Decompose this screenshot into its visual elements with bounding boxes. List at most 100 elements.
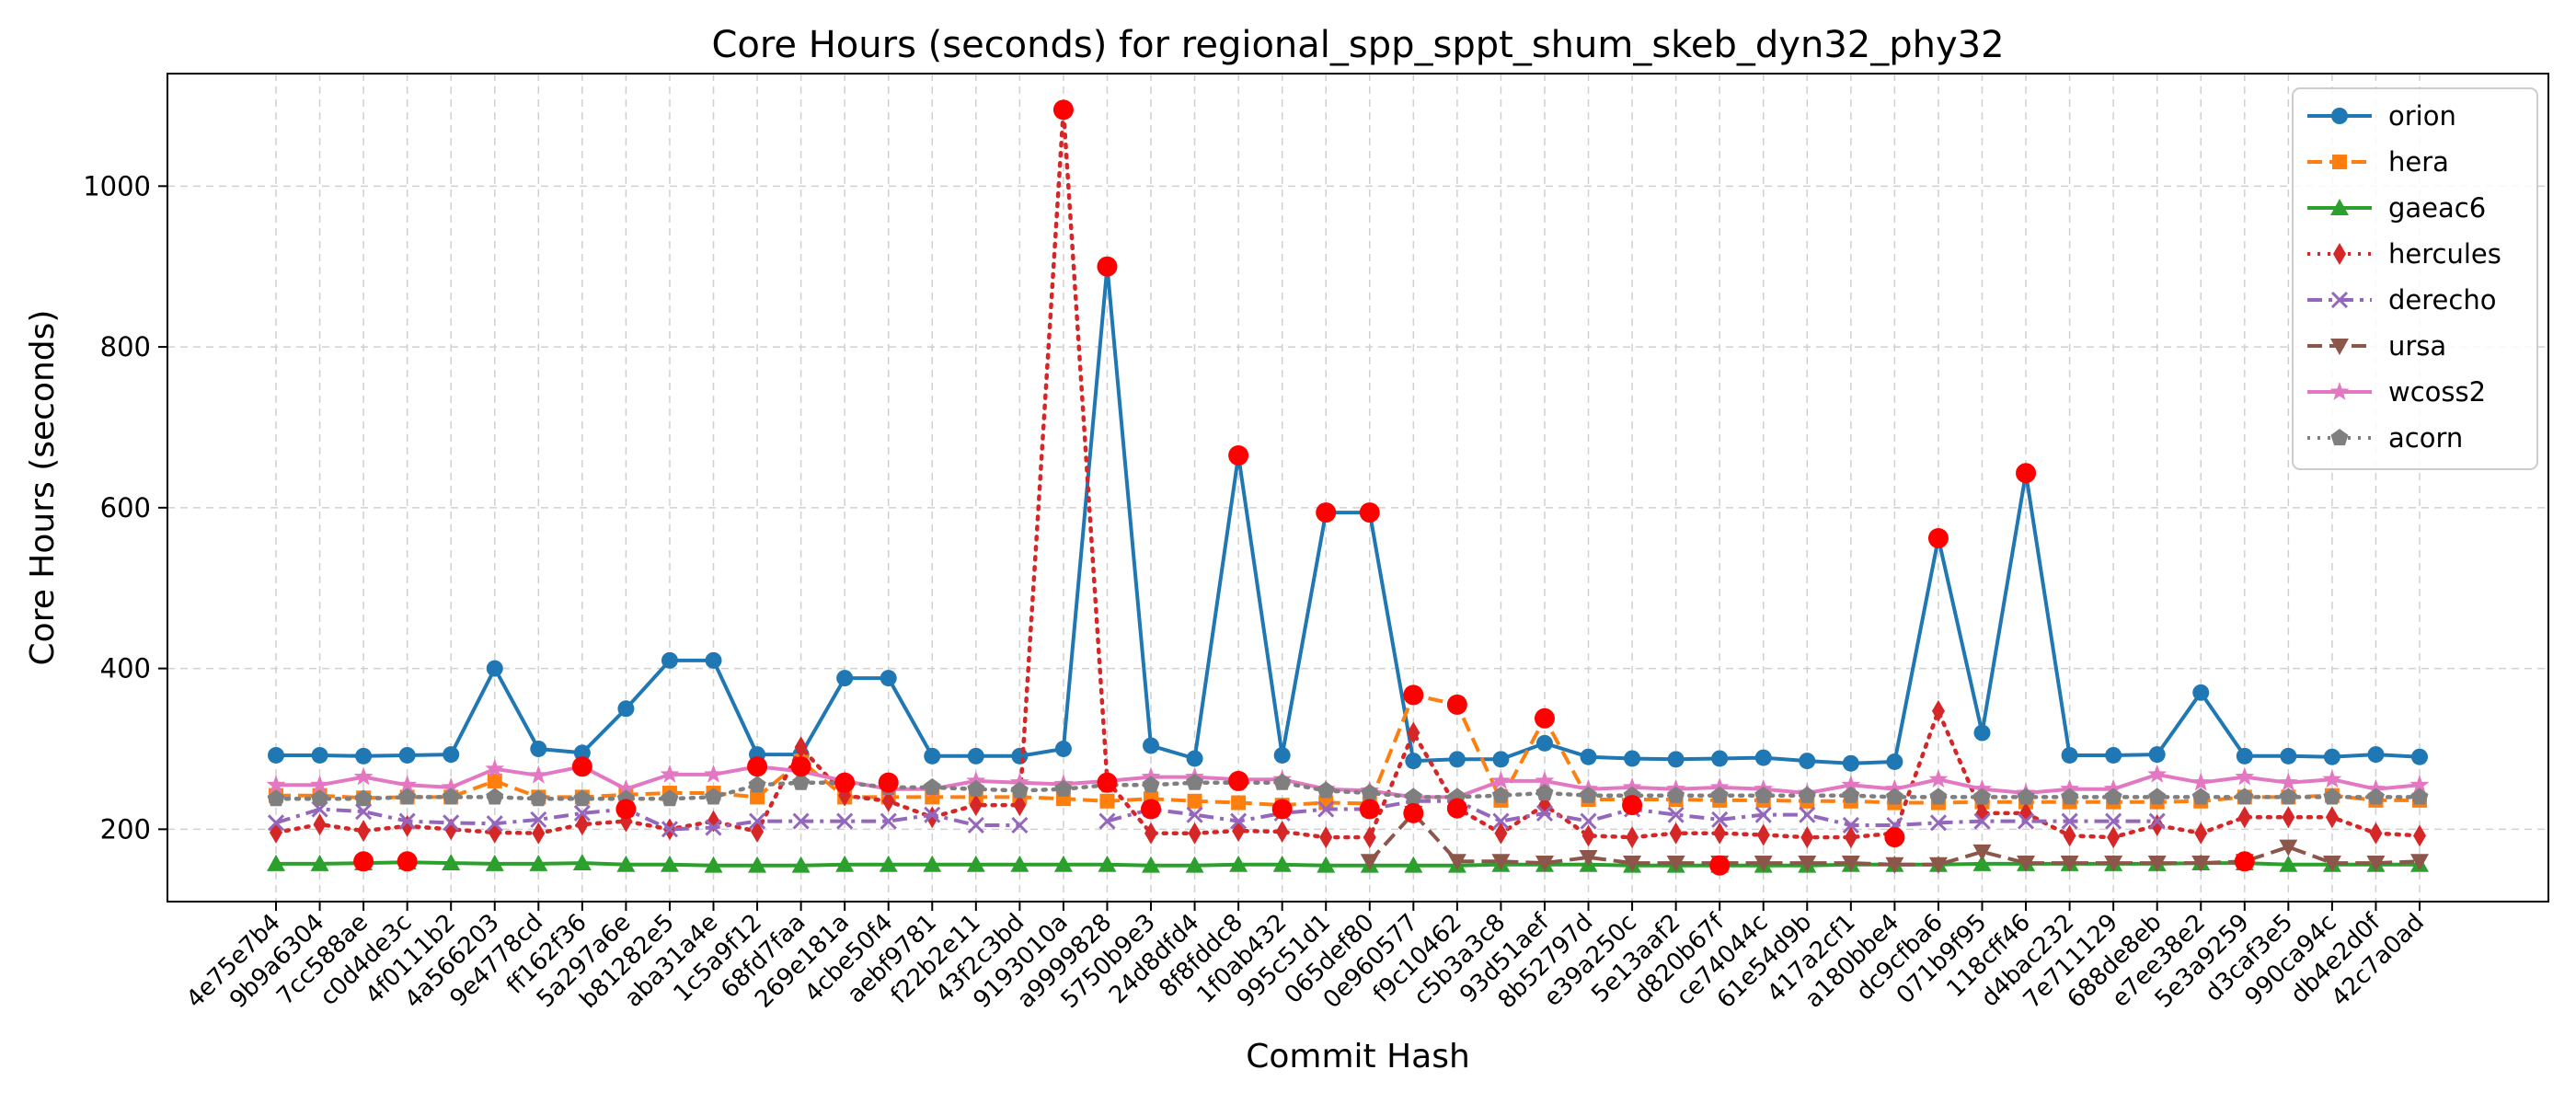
data-point-wcoss2 — [353, 766, 374, 786]
series-derecho — [267, 792, 2166, 838]
data-point-hercules — [2063, 824, 2076, 847]
data-point-gaeac6 — [966, 855, 985, 872]
legend-label-acorn: acorn — [2388, 422, 2463, 454]
y-tick-label: 800 — [100, 331, 151, 362]
y-axis-label: Core Hours (seconds) — [24, 310, 62, 666]
x-marker-stroke — [1711, 811, 1729, 828]
data-point-hercules — [2237, 806, 2251, 829]
data-point-acorn — [2017, 788, 2035, 805]
data-point-ursa — [1623, 856, 1642, 873]
data-point-acorn — [486, 788, 504, 805]
data-point-acorn — [2104, 788, 2122, 805]
data-point-wcoss2 — [2191, 772, 2211, 791]
legend-item-gaeac6: gaeac6 — [2307, 192, 2486, 224]
legend-label-hercules: hercules — [2388, 238, 2501, 270]
data-point-hercules — [1013, 794, 1027, 817]
data-point-hercules — [2325, 806, 2339, 829]
data-point-acorn — [529, 789, 547, 807]
data-point-acorn — [967, 779, 985, 797]
highlighted-point — [878, 772, 899, 793]
data-point-derecho — [2017, 812, 2035, 830]
data-point-derecho — [705, 819, 722, 836]
data-point-gaeac6 — [310, 854, 329, 871]
x-marker-stroke — [267, 814, 285, 832]
x-marker-stroke — [880, 812, 897, 830]
data-point-orion — [924, 747, 941, 765]
data-point-derecho — [1799, 806, 1816, 823]
data-point-derecho — [2061, 812, 2078, 830]
data-point-ursa — [1360, 854, 1379, 871]
x-marker-stroke — [2105, 812, 2122, 830]
x-marker-stroke — [705, 819, 722, 836]
data-point-orion — [967, 747, 984, 765]
data-point-ursa — [1491, 854, 1511, 871]
data-point-acorn — [2191, 788, 2210, 805]
data-point-hercules — [1581, 824, 1595, 847]
data-point-derecho — [1317, 800, 1335, 818]
data-point-orion — [1580, 748, 1597, 765]
data-point-orion — [2148, 746, 2166, 764]
legend-item-ursa: ursa — [2307, 330, 2446, 362]
highlighted-point — [790, 756, 811, 777]
data-point-gaeac6 — [616, 855, 636, 872]
data-point-orion — [1405, 753, 1422, 770]
data-point-orion — [530, 740, 547, 757]
data-point-orion — [486, 660, 503, 677]
data-point-hercules — [1494, 822, 1508, 845]
x-marker-stroke — [1535, 804, 1554, 822]
x-axis-label: Commit Hash — [1246, 1038, 1470, 1075]
legend-marker-wcoss2 — [2329, 382, 2350, 400]
data-point-acorn — [1491, 786, 1510, 803]
highlighted-point — [1271, 799, 1293, 820]
data-point-gaeac6 — [1404, 856, 1423, 873]
x-marker-stroke — [1929, 814, 1947, 832]
legend-item-derecho: derecho — [2307, 284, 2496, 316]
data-point-acorn — [1317, 781, 1335, 799]
data-point-hercules — [1756, 823, 1770, 846]
highlighted-point — [1622, 795, 1643, 816]
data-point-acorn — [1142, 776, 1160, 793]
y-tick-label: 200 — [100, 813, 151, 845]
highlighted-point — [834, 772, 856, 793]
highlighted-point — [2234, 851, 2255, 872]
data-point-orion — [705, 651, 722, 669]
data-point-derecho — [1929, 814, 1947, 832]
highlighted-point — [1359, 799, 1380, 820]
grid — [167, 74, 2548, 902]
highlighted-point — [1446, 798, 1467, 819]
highlighted-point — [1359, 502, 1380, 523]
data-point-orion — [836, 670, 854, 687]
data-point-derecho — [1667, 806, 1685, 823]
data-point-acorn — [1929, 788, 1948, 805]
data-point-ursa — [1535, 856, 1554, 873]
data-point-orion — [2411, 748, 2428, 765]
x-marker-stroke — [1011, 816, 1029, 834]
data-point-orion — [355, 747, 373, 765]
x-marker-stroke — [2017, 812, 2035, 830]
data-point-acorn — [1361, 784, 1379, 801]
x-marker-stroke — [836, 812, 854, 830]
data-point-hercules — [1931, 699, 1945, 722]
data-point-orion — [1448, 751, 1466, 768]
y-tick-label: 600 — [100, 492, 151, 523]
data-point-gaeac6 — [442, 854, 461, 871]
data-point-hera — [1231, 795, 1247, 811]
data-point-hercules — [532, 822, 546, 845]
x-marker-stroke — [1492, 812, 1510, 830]
x-marker-stroke — [2148, 812, 2166, 830]
data-point-ursa — [1798, 856, 1817, 873]
data-point-acorn — [2366, 788, 2385, 805]
data-point-orion — [1273, 746, 1291, 764]
data-point-gaeac6 — [791, 856, 811, 873]
data-point-ursa — [1447, 854, 1466, 871]
x-marker-stroke — [661, 821, 679, 838]
highlighted-point — [1927, 528, 1949, 549]
data-point-gaeac6 — [2279, 855, 2298, 872]
x-marker-stroke — [1098, 812, 1116, 830]
x-marker-stroke — [355, 803, 373, 821]
data-point-acorn — [1273, 773, 1292, 790]
data-point-hercules — [313, 813, 327, 836]
data-point-orion — [2236, 747, 2253, 765]
legend-label-ursa: ursa — [2388, 330, 2446, 362]
x-marker-stroke — [2061, 812, 2078, 830]
